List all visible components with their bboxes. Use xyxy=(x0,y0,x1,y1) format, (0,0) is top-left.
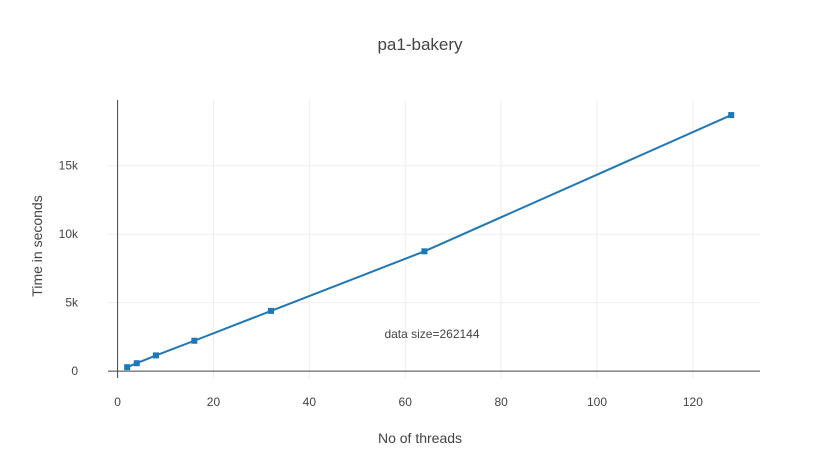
chart-title: pa1-bakery xyxy=(377,35,463,54)
data-point xyxy=(191,337,198,344)
tick-labels: 0 20 40 60 80 100 120 0 5k 10k 15k xyxy=(59,159,704,409)
x-tick-label: 20 xyxy=(207,395,221,409)
x-tick-label: 0 xyxy=(114,395,121,409)
x-tick-label: 40 xyxy=(303,395,317,409)
data-point xyxy=(124,364,131,371)
data-point xyxy=(268,307,274,314)
chart-annotation: data size=262144 xyxy=(384,327,479,341)
data-point xyxy=(421,248,428,255)
data-point xyxy=(152,352,159,359)
y-tick-label: 10k xyxy=(59,227,79,241)
x-tick-label: 80 xyxy=(494,395,508,409)
x-axis-label: No of threads xyxy=(378,430,462,446)
grid-lines xyxy=(108,100,760,378)
y-tick-label: 15k xyxy=(59,159,79,173)
y-axis-label: Time in seconds xyxy=(29,195,45,296)
x-tick-label: 60 xyxy=(399,395,413,409)
x-tick-label: 120 xyxy=(683,395,703,409)
axes xyxy=(108,100,760,378)
data-point xyxy=(133,360,140,367)
y-tick-label: 0 xyxy=(71,364,78,378)
y-tick-label: 5k xyxy=(65,296,79,310)
x-tick-label: 100 xyxy=(587,395,607,409)
data-point xyxy=(728,112,735,119)
series-layer xyxy=(124,112,735,371)
